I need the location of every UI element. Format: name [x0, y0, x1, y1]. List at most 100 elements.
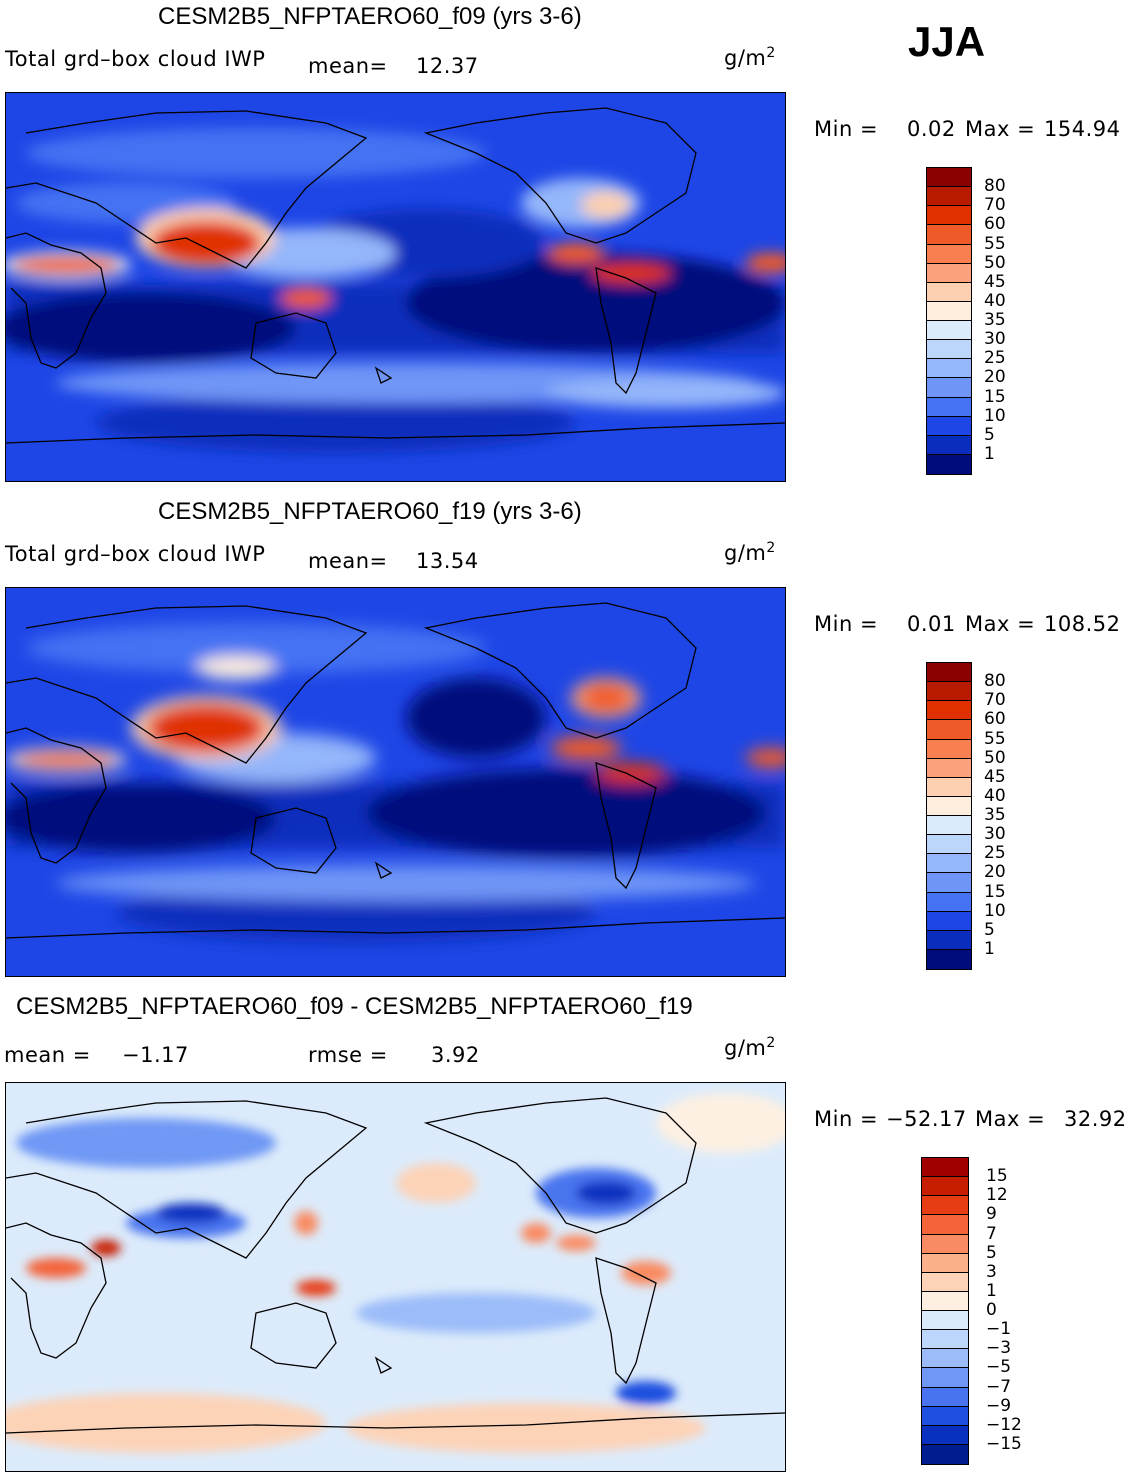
colorbar-swatch	[927, 816, 971, 836]
colorbar-swatch	[927, 321, 971, 341]
colorbar-tick-label: 1	[984, 938, 995, 959]
panel1-units: g/m2	[724, 45, 776, 70]
colorbar-tick-label: 40	[984, 290, 1006, 311]
colorbar-swatch	[927, 911, 971, 931]
panel2-max-label: Max =	[965, 612, 1036, 636]
colorbar-tick-label: 5	[986, 1242, 997, 1263]
colorbar-swatch	[927, 758, 971, 778]
panel1-min-label: Min =	[814, 117, 879, 141]
colorbar-tick-label: −12	[986, 1414, 1022, 1435]
units-base: g/m	[724, 541, 767, 565]
panel3-title: CESM2B5_NFPTAERO60_f09 - CESM2B5_NFPTAER…	[16, 993, 693, 1020]
panel2-mean-value: 13.54	[416, 549, 479, 573]
panel2-min-label: Min =	[814, 612, 879, 636]
panel3-units: g/m2	[724, 1035, 776, 1060]
panel1-variable-label: Total grd–box cloud IWP	[5, 47, 266, 71]
colorbar-swatch	[927, 835, 971, 855]
panel3-max-label: Max =	[975, 1107, 1046, 1131]
panel1-map	[5, 92, 786, 482]
colorbar-tick-label: −5	[986, 1357, 1012, 1378]
panel1-colorbar	[926, 167, 972, 475]
colorbar-swatch	[927, 682, 971, 702]
colorbar-swatch	[927, 796, 971, 816]
colorbar-tick-label: 70	[984, 690, 1006, 711]
colorbar-swatch	[922, 1253, 968, 1273]
colorbar-swatch	[922, 1291, 968, 1311]
colorbar-tick-label: −9	[986, 1395, 1012, 1416]
panel3-min-label: Min =	[814, 1107, 879, 1131]
panel3-map	[5, 1082, 786, 1472]
colorbar-swatch	[927, 225, 971, 245]
panel3-rmse-value: 3.92	[431, 1043, 480, 1067]
panel2-max-value: 108.52	[1044, 612, 1121, 636]
colorbar-swatch	[927, 397, 971, 417]
colorbar-tick-label: 12	[986, 1185, 1008, 1206]
panel2-colorbar	[926, 662, 972, 970]
colorbar-swatch	[927, 892, 971, 912]
colorbar-tick-label: 20	[984, 367, 1006, 388]
colorbar-tick-label: 5	[984, 919, 995, 940]
panel2-min-value: 0.01	[907, 612, 956, 636]
colorbar-tick-label: −15	[986, 1433, 1022, 1454]
colorbar-swatch	[927, 873, 971, 893]
colorbar-tick-label: 35	[984, 805, 1006, 825]
colorbar-tick-label: 3	[986, 1261, 997, 1282]
colorbar-swatch	[927, 359, 971, 379]
colorbar-swatch	[922, 1387, 968, 1407]
panel3-colorbar	[921, 1157, 969, 1465]
units-exponent: 2	[766, 540, 776, 556]
colorbar-tick-label: 45	[984, 766, 1006, 787]
colorbar-swatch	[927, 720, 971, 740]
panel1-max-value: 154.94	[1044, 117, 1121, 141]
panel1-mean-label: mean=	[308, 54, 388, 78]
colorbar-swatch	[927, 949, 971, 969]
units-base: g/m	[724, 1036, 767, 1060]
colorbar-swatch	[927, 168, 971, 188]
units-base: g/m	[724, 46, 767, 70]
colorbar-swatch	[922, 1272, 968, 1292]
colorbar-swatch	[922, 1196, 968, 1216]
colorbar-tick-label: 15	[984, 386, 1006, 407]
colorbar-tick-label: 60	[984, 709, 1006, 730]
colorbar-tick-label: 7	[986, 1223, 997, 1244]
colorbar-tick-label: −3	[986, 1338, 1012, 1359]
colorbar-tick-label: 15	[984, 881, 1006, 902]
colorbar-tick-label: −1	[986, 1319, 1012, 1340]
colorbar-tick-label: 1	[986, 1280, 997, 1301]
colorbar-swatch	[927, 282, 971, 302]
colorbar-swatch	[927, 777, 971, 797]
colorbar-tick-label: 20	[984, 862, 1006, 883]
panel2-map	[5, 587, 786, 977]
colorbar-tick-label: 0	[986, 1300, 997, 1320]
colorbar-tick-label: 15	[986, 1166, 1008, 1187]
colorbar-tick-label: 10	[984, 405, 1006, 426]
colorbar-tick-label: 80	[984, 176, 1006, 197]
colorbar-swatch	[922, 1406, 968, 1426]
panel1-max-label: Max =	[965, 117, 1036, 141]
panel3-rmse-label: rmse =	[308, 1043, 388, 1067]
colorbar-tick-label: 25	[984, 348, 1006, 369]
colorbar-tick-label: 5	[984, 424, 995, 445]
colorbar-tick-label: 70	[984, 195, 1006, 216]
colorbar-swatch	[927, 930, 971, 950]
colorbar-swatch	[927, 187, 971, 207]
panel2-mean-label: mean=	[308, 549, 388, 573]
panel3-mean-label: mean =	[4, 1043, 91, 1067]
colorbar-swatch	[927, 378, 971, 398]
colorbar-swatch	[927, 206, 971, 226]
colorbar-tick-label: 25	[984, 843, 1006, 864]
colorbar-swatch	[927, 663, 971, 683]
colorbar-tick-label: 1	[984, 443, 995, 464]
colorbar-tick-label: 30	[984, 824, 1006, 845]
colorbar-tick-label: 55	[984, 233, 1006, 254]
colorbar-tick-label: 50	[984, 252, 1006, 273]
panel2-units: g/m2	[724, 540, 776, 565]
panel1-min-value: 0.02	[907, 117, 956, 141]
colorbar-tick-label: 50	[984, 747, 1006, 768]
colorbar-swatch	[922, 1444, 968, 1464]
panel3-max-value: 32.92	[1064, 1107, 1127, 1131]
panel1-title: CESM2B5_NFPTAERO60_f09 (yrs 3-6)	[158, 3, 582, 30]
colorbar-tick-label: 10	[984, 900, 1006, 921]
colorbar-swatch	[922, 1349, 968, 1369]
colorbar-tick-label: −7	[986, 1376, 1012, 1397]
